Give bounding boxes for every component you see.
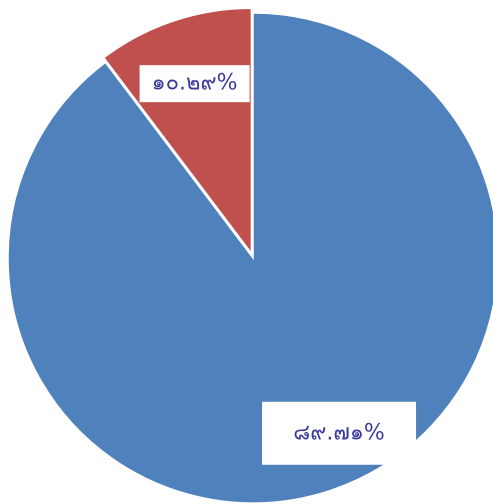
label-box — [139, 65, 250, 103]
pie-slice — [7, 12, 493, 504]
data-label: ๑๐.๒๙% — [152, 71, 238, 96]
label-box — [262, 401, 417, 465]
data-label: ๘๙.๗๑% — [293, 420, 385, 445]
